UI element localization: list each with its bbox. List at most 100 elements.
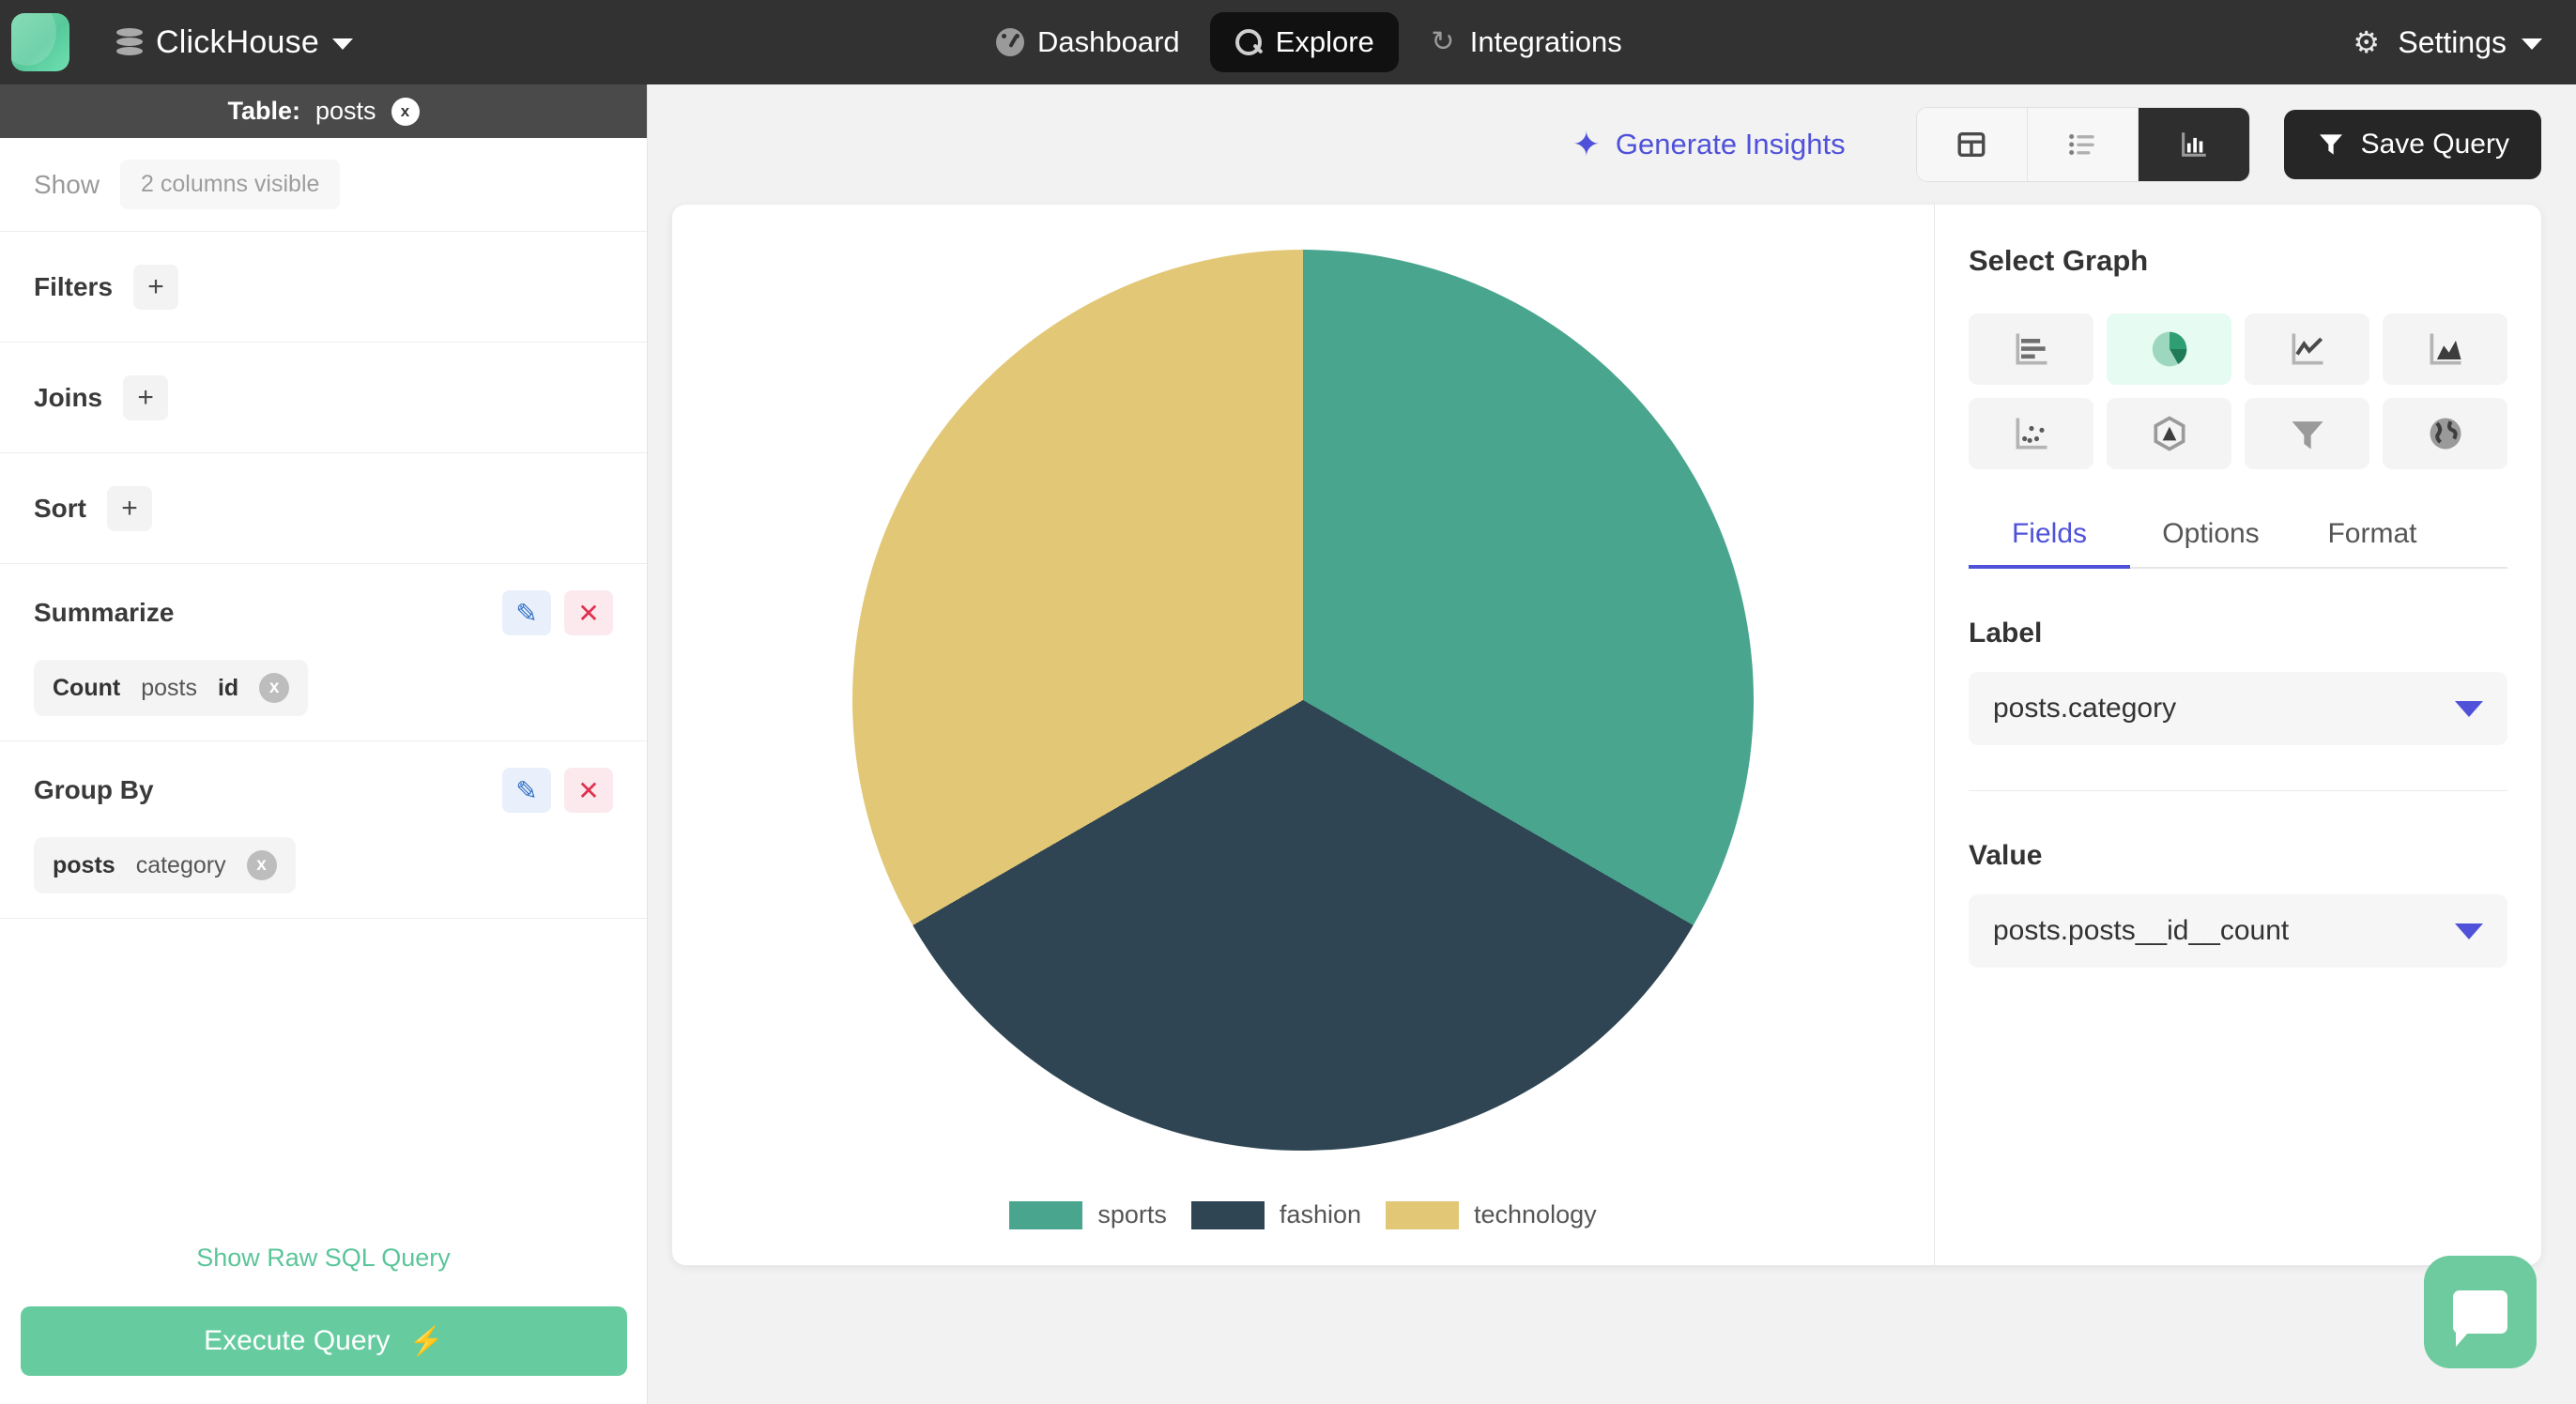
legend-item-sports[interactable]: sports [1009, 1200, 1167, 1229]
graph-type-line[interactable] [2245, 313, 2369, 385]
results-toolbar: ✦ Generate Insights [649, 84, 2576, 205]
legend-swatch [1190, 1200, 1265, 1229]
pie-slices[interactable] [852, 250, 1754, 1151]
close-x-icon[interactable]: ✕ [564, 590, 613, 635]
app-logo [11, 13, 69, 71]
pencil-icon[interactable]: ✎ [502, 590, 551, 635]
summarize-title: Summarize [34, 598, 175, 627]
chart-area: sports fashion technology [672, 205, 1934, 1265]
legend-label: technology [1474, 1200, 1597, 1228]
table-header-name: posts [314, 97, 376, 125]
summarize-agg: Count [53, 674, 121, 701]
pie-chart-icon [2152, 331, 2186, 367]
execute-query-button[interactable]: Execute Query ⚡ [21, 1306, 627, 1376]
pie-chart[interactable] [852, 250, 1754, 1151]
value-field-dropdown[interactable]: posts.posts__id__count [1969, 894, 2507, 968]
nav-item-explore[interactable]: Explore [1209, 12, 1399, 72]
add-sort-button[interactable]: + [107, 485, 152, 531]
datasource-selector[interactable]: ClickHouse [116, 24, 353, 61]
table-header-prefix: Table: [227, 97, 300, 125]
tab-options[interactable]: Options [2162, 518, 2260, 549]
legend-item-fashion[interactable]: fashion [1190, 1200, 1361, 1229]
label-field-dropdown[interactable]: posts.category [1969, 672, 2507, 745]
select-graph-title: Select Graph [1969, 244, 2149, 277]
tab-format[interactable]: Format [2327, 518, 2417, 549]
value-field-value: posts.posts__id__count [1993, 915, 2290, 946]
label-field-title: Label [1969, 618, 2043, 649]
nav-label-integrations: Integrations [1469, 25, 1622, 58]
label-field-value: posts.category [1993, 693, 2177, 724]
graph-type-radar[interactable] [2107, 398, 2231, 469]
scatter-plot-icon [2016, 418, 2047, 450]
remove-summarize-icon[interactable]: x [259, 673, 290, 703]
search-icon [1234, 28, 1263, 56]
config-tabs: Fields Options Format [1969, 518, 2507, 569]
chevron-down-icon [2455, 923, 2483, 939]
horizontal-bar-icon [2016, 333, 2047, 365]
save-query-label: Save Query [2360, 129, 2509, 160]
summarize-table: posts [141, 674, 197, 701]
chart-legend: sports fashion technology [672, 1200, 1934, 1229]
sort-title: Sort [34, 493, 86, 523]
group-by-chip[interactable]: posts category x [34, 837, 296, 893]
columns-visible-pill[interactable]: 2 columns visible [120, 160, 341, 209]
line-chart-icon [2292, 333, 2323, 365]
primary-nav: Dashboard Explore ↻ Integrations [972, 0, 1647, 84]
radar-hexagon-icon [2154, 416, 2185, 451]
lightning-bolt-icon: ⚡ [408, 1325, 444, 1357]
remove-group-by-icon[interactable]: x [246, 850, 277, 880]
execute-query-label: Execute Query [204, 1325, 391, 1356]
generate-insights-label: Generate Insights [1615, 128, 1846, 160]
nav-item-integrations[interactable]: ↻ Integrations [1404, 12, 1647, 72]
sparkle-icon: ✦ [1572, 125, 1601, 163]
chat-widget-button[interactable] [2424, 1256, 2537, 1368]
visualization-card: sports fashion technology Select Graph [672, 205, 2541, 1265]
close-x-icon[interactable]: ✕ [564, 768, 613, 813]
funnel-icon [2319, 134, 2342, 155]
legend-swatch [1386, 1200, 1459, 1229]
add-join-button[interactable]: + [123, 374, 169, 420]
add-filter-button[interactable]: + [133, 264, 179, 310]
legend-label: fashion [1279, 1200, 1361, 1228]
graph-type-map[interactable] [2383, 398, 2507, 469]
graph-type-scatter[interactable] [1969, 398, 2093, 469]
top-bar: ClickHouse Dashboard Explore ↻ Integrati… [0, 0, 2576, 84]
view-mode-chart[interactable] [2138, 108, 2249, 181]
chevron-down-icon [2522, 38, 2542, 50]
legend-item-technology[interactable]: technology [1386, 1200, 1597, 1229]
show-section: Show 2 columns visible [0, 138, 647, 232]
group-by-section: Group By ✎ ✕ posts category x [0, 741, 647, 919]
graph-type-pie[interactable] [2107, 313, 2231, 385]
tab-fields[interactable]: Fields [1969, 518, 2130, 569]
joins-section: Joins + [0, 343, 647, 453]
query-builder-sidebar: Table: posts x Show 2 columns visible Fi… [0, 84, 648, 1404]
summarize-chip[interactable]: Count posts id x [34, 660, 309, 716]
generate-insights-button[interactable]: ✦ Generate Insights [1572, 128, 1846, 161]
main-content: ✦ Generate Insights [649, 84, 2576, 1404]
bar-chart-icon [2181, 132, 2206, 157]
show-title: Show [34, 169, 100, 199]
graph-type-bar[interactable] [1969, 313, 2093, 385]
settings-label: Settings [2398, 24, 2507, 59]
save-query-button[interactable]: Save Query [2283, 110, 2541, 179]
summarize-column: id [217, 674, 239, 701]
chat-bubble-icon [2453, 1290, 2507, 1347]
table-grid-icon [1957, 131, 1986, 158]
settings-menu[interactable]: ⚙ Settings [2353, 0, 2542, 84]
view-mode-list[interactable] [2027, 108, 2139, 181]
group-by-table: posts [53, 851, 115, 878]
close-icon[interactable]: x [391, 97, 420, 126]
nav-item-dashboard[interactable]: Dashboard [972, 12, 1204, 72]
view-mode-table[interactable] [1916, 108, 2028, 181]
value-field-title: Value [1969, 840, 2043, 871]
datasource-name: ClickHouse [156, 23, 319, 60]
group-by-column: category [135, 851, 226, 878]
field-divider [1969, 790, 2507, 791]
legend-label: sports [1097, 1200, 1167, 1228]
graph-type-area[interactable] [2383, 313, 2507, 385]
pencil-icon[interactable]: ✎ [502, 768, 551, 813]
graph-config-panel: Select Graph [1934, 205, 2541, 1265]
table-header: Table: posts x [0, 84, 647, 138]
graph-type-funnel[interactable] [2245, 398, 2369, 469]
show-raw-sql-link[interactable]: Show Raw SQL Query [196, 1244, 451, 1272]
